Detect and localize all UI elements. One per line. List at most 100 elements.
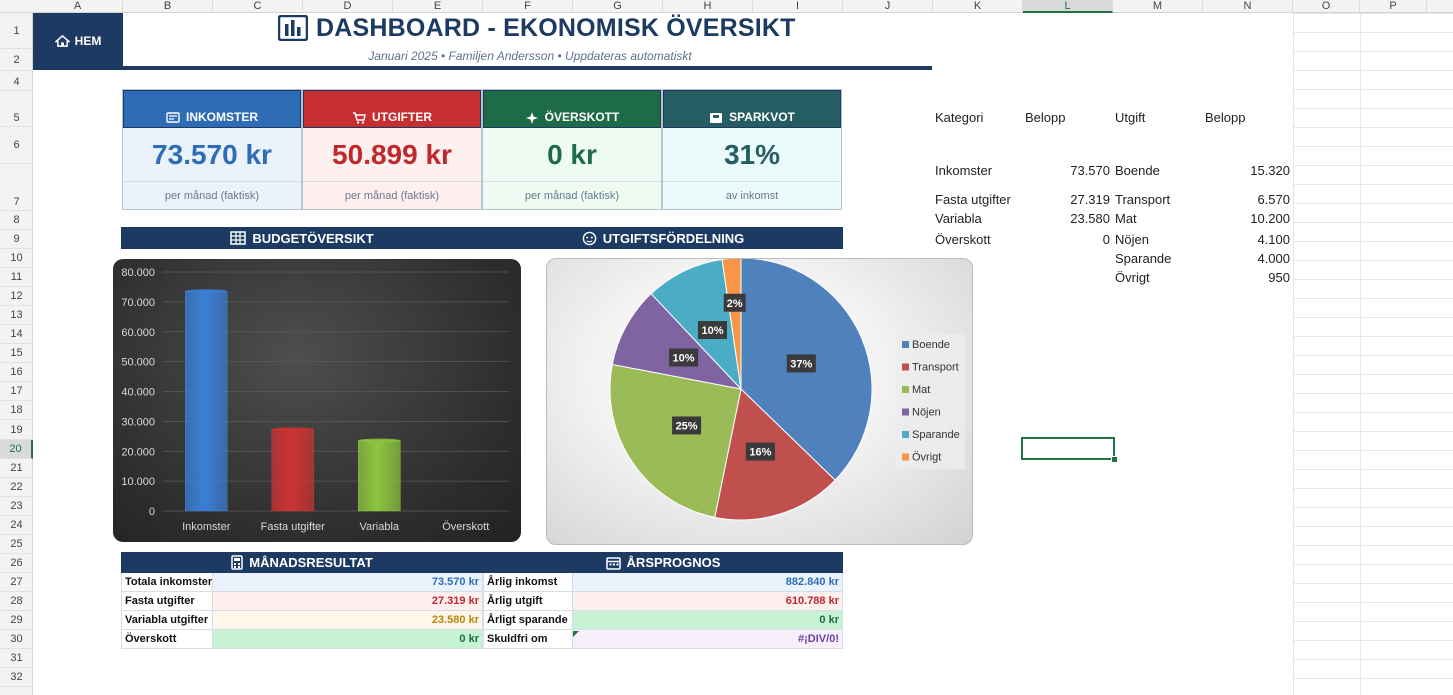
legend-swatch (902, 453, 909, 461)
row-header-28[interactable]: 28 (0, 592, 33, 611)
bar-fasta-utgifter[interactable] (271, 429, 314, 512)
column-header-n[interactable]: N (1203, 0, 1293, 13)
pie-label-box (745, 442, 775, 461)
budget-bar-chart[interactable]: 0 10.000 20.000 30.000 40.000 50.000 60.000 70.… (113, 259, 521, 542)
side-right-amount: 4.000 (1257, 251, 1290, 266)
row-header-16[interactable]: 16 (0, 363, 33, 382)
column-header-a[interactable]: A (33, 0, 123, 13)
row-header-30[interactable]: 30 (0, 630, 33, 649)
row-header-18[interactable]: 18 (0, 401, 33, 420)
bar-top (271, 427, 314, 432)
row-header-27[interactable]: 27 (0, 573, 33, 592)
row-header-22[interactable]: 22 (0, 478, 33, 497)
column-header-m[interactable]: M (1113, 0, 1203, 13)
column-header-l[interactable]: L (1023, 0, 1113, 13)
row-header-14[interactable]: 14 (0, 325, 33, 344)
row-header-1[interactable]: 1 (0, 13, 33, 49)
column-header-i[interactable]: I (753, 0, 843, 13)
column-header-k[interactable]: K (933, 0, 1023, 13)
column-header-j[interactable]: J (843, 0, 933, 13)
row-header-25[interactable]: 25 (0, 535, 33, 554)
legend-swatch (902, 341, 909, 348)
bar-y-tick: 0 (149, 506, 155, 518)
bar-x-label: Överskott (442, 521, 489, 533)
legend-label: Sparande (912, 429, 960, 441)
pie-percent-label: 10% (673, 352, 695, 364)
row-header-24[interactable]: 24 (0, 516, 33, 535)
gridline (1360, 13, 1361, 695)
fill-handle[interactable] (1111, 456, 1118, 463)
column-header-o[interactable]: O (1293, 0, 1360, 13)
row-header-20[interactable]: 20 (0, 440, 33, 459)
column-header-d[interactable]: D (303, 0, 393, 13)
wallet-icon (166, 112, 180, 123)
bar-x-label: Inkomster (182, 521, 231, 533)
kpi-card-header: ÖVERSKOTT (483, 90, 661, 128)
bar-y-tick: 80.000 (121, 267, 155, 279)
row-header-26[interactable]: 26 (0, 554, 33, 573)
pie-slice-mat[interactable] (609, 363, 742, 518)
bar-y-tick: 50.000 (121, 357, 155, 369)
row-header-13[interactable]: 13 (0, 306, 33, 325)
selected-cell[interactable] (1021, 437, 1118, 463)
row-header-4[interactable]: 4 (0, 73, 33, 91)
row-header-12[interactable]: 12 (0, 287, 33, 306)
side-right-amount: 10.200 (1250, 211, 1290, 226)
row-header-32[interactable]: 32 (0, 668, 33, 687)
monthly-section-label: MÅNADSRESULTAT (249, 555, 373, 570)
monthly-row-label: Variabla utgifter (121, 611, 213, 630)
column-header-f[interactable]: F (483, 0, 573, 13)
pie-percent-label: 16% (749, 447, 771, 459)
column-header-h[interactable]: H (663, 0, 753, 13)
expense-pie-chart[interactable]: 37% 16% 25% 10% 10% 2% Boende Transport Mat Nöjen… (546, 257, 973, 545)
bar-inkomster[interactable] (185, 290, 228, 512)
column-header-e[interactable]: E (393, 0, 483, 13)
kpi-footer: av inkomst (663, 181, 841, 210)
row-header-21[interactable]: 21 (0, 459, 33, 478)
bar-chart-icon (278, 15, 308, 41)
kpi-card-inkomster: INKOMSTER 73.570 kr per månad (faktisk) (122, 89, 302, 210)
row-header-10[interactable]: 10 (0, 249, 33, 268)
row-header-15[interactable]: 15 (0, 344, 33, 363)
bar-variabla[interactable] (358, 440, 401, 512)
yearly-section-label: ÅRSPROGNOS (626, 555, 721, 570)
column-header-p[interactable]: P (1360, 0, 1427, 13)
row-header-19[interactable]: 19 (0, 420, 33, 440)
row-header-17[interactable]: 17 (0, 382, 33, 401)
row-header-5[interactable]: 5 (0, 109, 33, 127)
error-indicator-icon[interactable] (573, 631, 579, 637)
gauge-icon (582, 231, 597, 245)
kpi-footer: per månad (faktisk) (123, 181, 301, 210)
distribution-section-label: UTGIFTSFÖRDELNING (602, 230, 745, 246)
legend-swatch (902, 408, 909, 416)
row-header-7[interactable]: 7 (0, 193, 33, 211)
row-header-2[interactable]: 2 (0, 49, 33, 71)
kpi-value: 0 kr (547, 138, 597, 170)
row-header-23[interactable]: 23 (0, 497, 33, 516)
side-right-amount: 6.570 (1257, 192, 1290, 207)
side-right-amount: 4.100 (1257, 232, 1290, 247)
pie-slice-sparande[interactable] (650, 258, 742, 391)
cart-icon (353, 112, 366, 124)
header-divider (33, 66, 932, 70)
kpi-card-utgifter: UTGIFTER 50.899 kr per månad (faktisk) (302, 89, 482, 210)
kpi-value: 73.570 kr (152, 138, 272, 170)
column-header-g[interactable]: G (573, 0, 663, 13)
column-header-c[interactable]: C (213, 0, 303, 13)
row-header-11[interactable]: 11 (0, 268, 33, 287)
row-header-31[interactable]: 31 (0, 649, 33, 668)
home-button[interactable]: HEM (33, 13, 123, 68)
pie-slice-nöjen[interactable] (611, 292, 743, 390)
side-right-name: Sparande (1115, 251, 1172, 266)
row-header-6[interactable]: 6 (0, 127, 33, 164)
row-header-9[interactable]: 9 (0, 230, 33, 249)
bar-y-tick: 60.000 (121, 327, 155, 339)
column-header-b[interactable]: B (123, 0, 213, 13)
row-header-8[interactable]: 8 (0, 211, 33, 230)
page-title: DASHBOARD - EKONOMISK ÖVERSIKT (316, 13, 796, 42)
pie-slice-transport[interactable] (714, 388, 836, 521)
row-header-29[interactable]: 29 (0, 611, 33, 630)
pie-chart-svg: 37% 16% 25% 10% 10% 2% Boende Transport Mat Nöjen… (609, 257, 965, 521)
